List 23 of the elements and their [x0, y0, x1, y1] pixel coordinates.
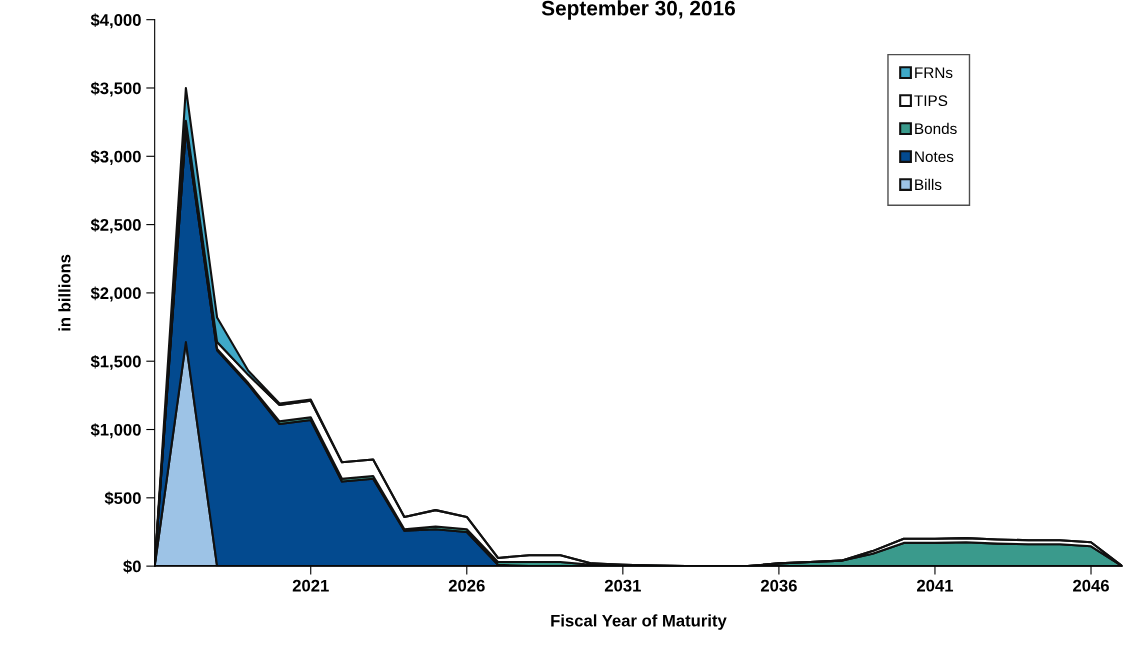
y-tick-label: $3,500 [90, 81, 141, 97]
x-tick-label: 2021 [292, 579, 329, 592]
x-axis-title: Fiscal Year of Maturity [551, 614, 727, 630]
y-tick-label: $0 [123, 559, 141, 574]
y-tick-label: $2,500 [90, 218, 141, 234]
x-tick-label: 2031 [604, 579, 641, 592]
x-tick-label: 2026 [448, 579, 485, 592]
y-tick-label: $2,000 [90, 286, 141, 302]
legend-label: Bonds [915, 122, 957, 135]
y-tick-label: $3,000 [90, 149, 141, 165]
y-tick-label: $1,500 [90, 354, 141, 370]
legend-label: Notes [915, 151, 954, 163]
x-tick-label: 2036 [760, 579, 797, 592]
legend-label: Bills [915, 178, 942, 191]
legend-label: FRNs [915, 67, 953, 79]
chart-title: September 30, 2016 [541, 0, 735, 20]
legend-label: TIPS [914, 95, 948, 107]
y-axis-title: in billions [58, 254, 71, 331]
y-tick-label: $500 [104, 491, 141, 506]
x-tick-label: 2041 [917, 579, 954, 592]
y-tick-label: $1,000 [90, 423, 141, 439]
x-tick-label: 2046 [1073, 579, 1109, 592]
y-tick-label: $4,000 [90, 13, 141, 29]
